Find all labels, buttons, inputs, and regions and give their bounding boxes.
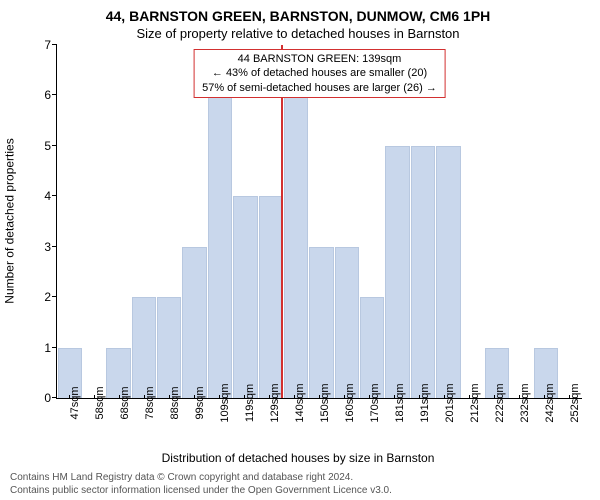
y-tick: 1 [44,341,51,355]
marker-line [281,45,283,398]
x-tick: 252sqm [557,399,582,449]
x-tick: 88sqm [156,399,181,449]
x-tick: 68sqm [106,399,131,449]
x-tick: 191sqm [407,399,432,449]
bar [132,297,156,398]
y-axis-label: Number of detached properties [3,138,17,303]
y-tick: 2 [44,290,51,304]
x-tick: 170sqm [357,399,382,449]
x-tick: 232sqm [507,399,532,449]
bar [385,146,409,398]
bar [233,196,257,398]
x-tick: 109sqm [206,399,231,449]
chart-title-main: 44, BARNSTON GREEN, BARNSTON, DUNMOW, CM… [10,8,586,24]
x-tick: 201sqm [432,399,457,449]
x-tick: 140sqm [281,399,306,449]
y-tick: 5 [44,139,51,153]
footer-line2: Contains public sector information licen… [10,484,586,497]
annot-line2: ← 43% of detached houses are smaller (20… [202,66,437,80]
chart-plot-area: 44 BARNSTON GREEN: 139sqm ← 43% of detac… [56,45,582,399]
bar [335,247,359,398]
x-tick: 222sqm [482,399,507,449]
bar [259,196,283,398]
x-tick: 47sqm [56,399,81,449]
bar-container [57,45,582,398]
chart-title-sub: Size of property relative to detached ho… [10,26,586,41]
x-tick: 99sqm [181,399,206,449]
x-axis-label: Distribution of detached houses by size … [10,451,586,465]
y-tick: 7 [44,38,51,52]
y-tick: 0 [44,391,51,405]
x-tick: 160sqm [332,399,357,449]
footer-box: Contains HM Land Registry data © Crown c… [10,471,586,497]
bar [208,95,232,398]
bar [411,146,435,398]
bar [182,247,206,398]
x-tick: 119sqm [231,399,256,449]
x-tick: 78sqm [131,399,156,449]
annot-line3: 57% of semi-detached houses are larger (… [202,81,437,95]
y-tick: 4 [44,189,51,203]
x-tick: 58sqm [81,399,106,449]
x-tick: 129sqm [256,399,281,449]
x-tick: 181sqm [382,399,407,449]
x-tick-container: 47sqm58sqm68sqm78sqm88sqm99sqm109sqm119s… [56,399,582,449]
bar [157,297,181,398]
annotation-box: 44 BARNSTON GREEN: 139sqm ← 43% of detac… [193,49,446,98]
annot-line1: 44 BARNSTON GREEN: 139sqm [202,52,437,66]
x-tick: 242sqm [532,399,557,449]
footer-line1: Contains HM Land Registry data © Crown c… [10,471,586,484]
x-tick: 212sqm [457,399,482,449]
bar [309,247,333,398]
y-tick: 3 [44,240,51,254]
y-tick: 6 [44,88,51,102]
bar [436,146,460,398]
x-tick: 150sqm [306,399,331,449]
bar [284,95,308,398]
y-axis-label-wrap: Number of detached properties [2,44,18,398]
